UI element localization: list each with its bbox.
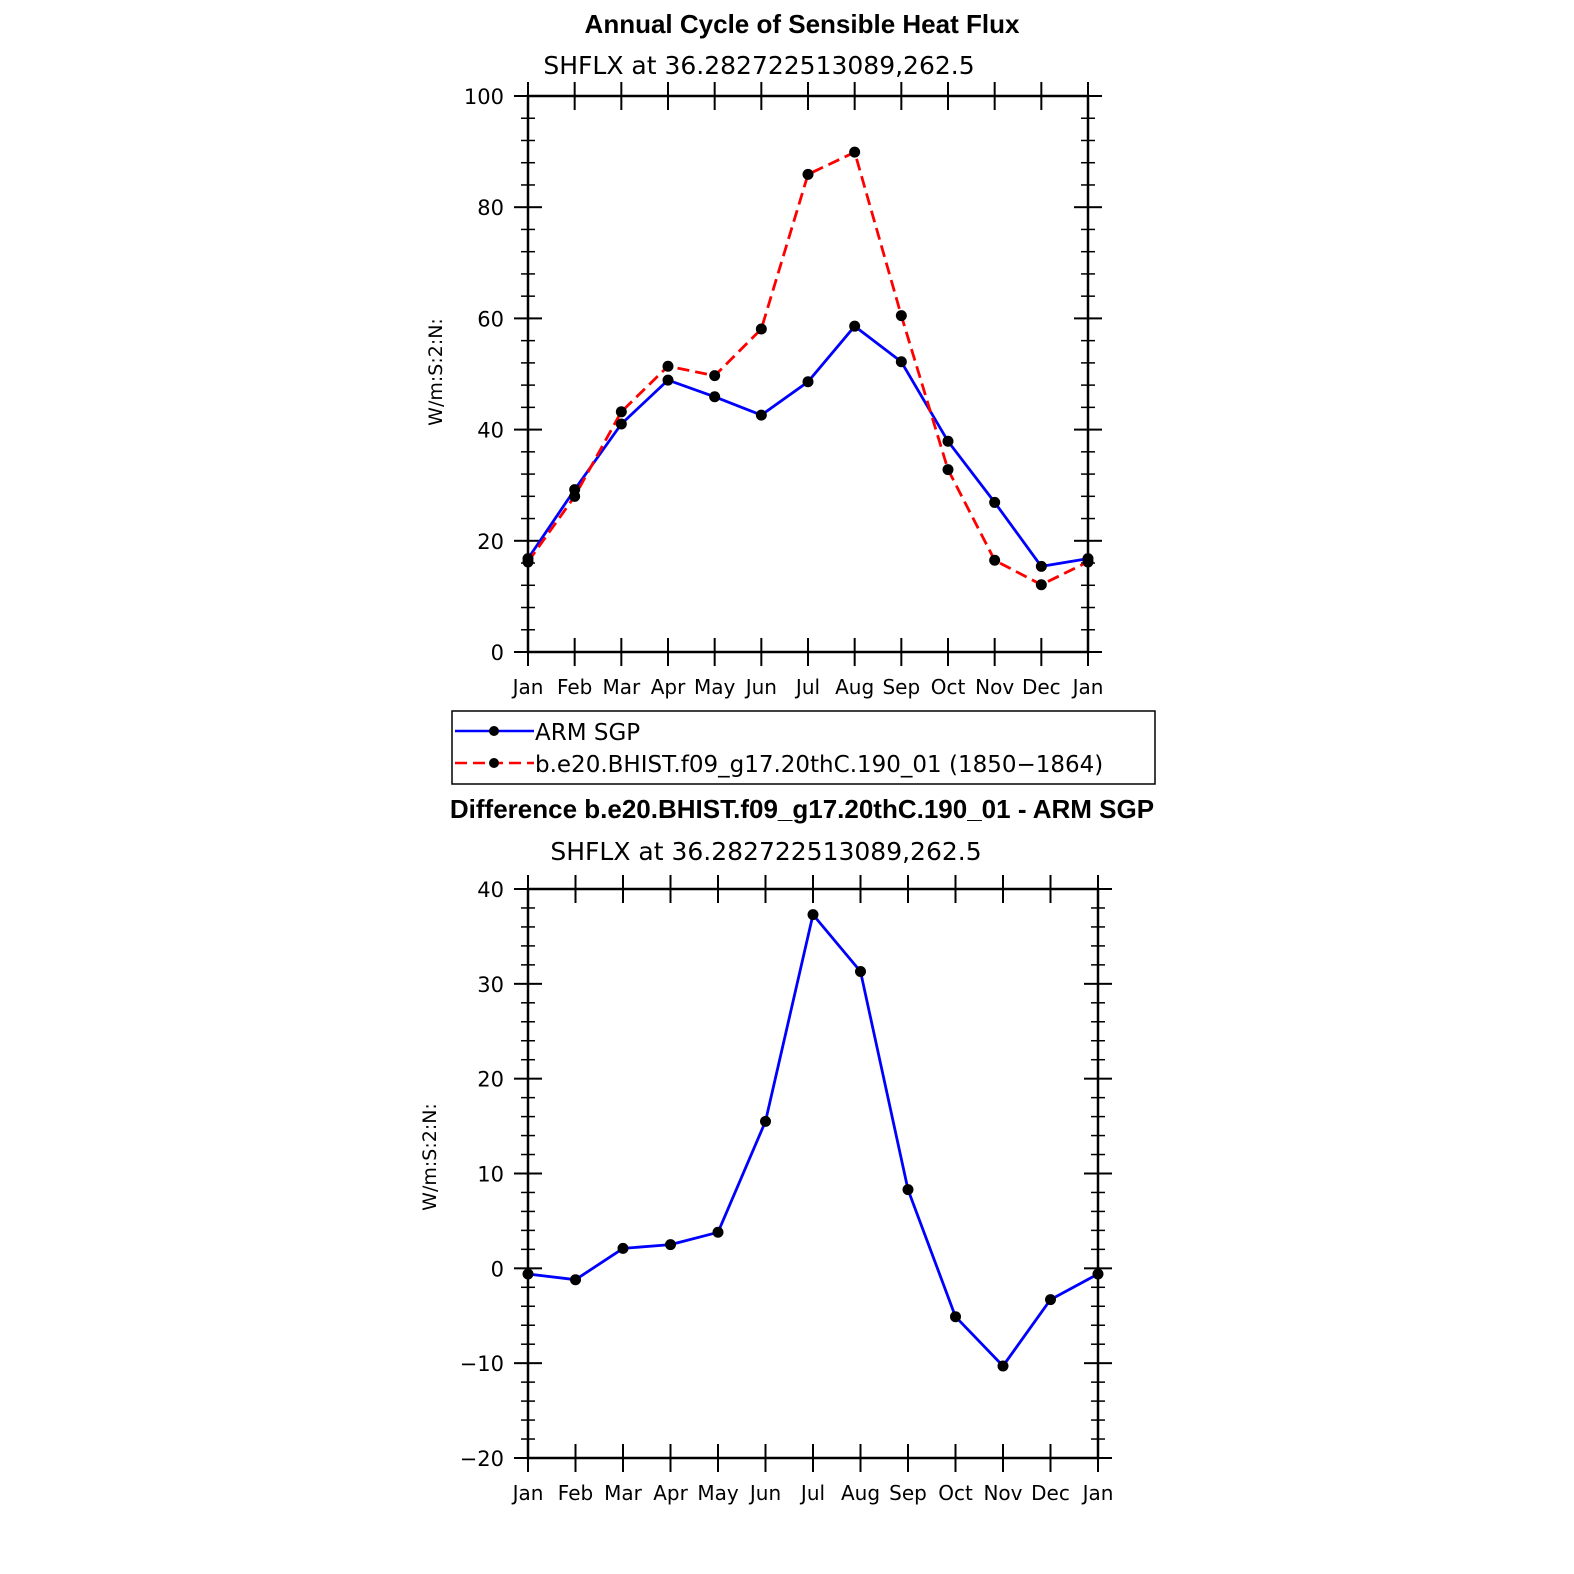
y-tick-label: 20 xyxy=(477,1068,504,1092)
data-point-0 xyxy=(989,496,1001,508)
y-tick-label: 40 xyxy=(477,878,504,902)
plot-frame xyxy=(526,887,1100,1460)
data-point-1 xyxy=(569,490,581,502)
x-tick-label: Jul xyxy=(794,675,820,699)
x-tick-label: Dec xyxy=(1022,675,1061,699)
y-tick-label: 100 xyxy=(464,85,504,109)
data-point-1 xyxy=(709,370,721,382)
y-axis-label: W/m:S:2:N: xyxy=(419,1103,441,1211)
x-tick-label: Sep xyxy=(889,1481,927,1505)
chart-subtitle: SHFLX at 36.282722513089,262.5 xyxy=(543,51,974,80)
y-axis-label: W/m:S:2:N: xyxy=(425,318,447,426)
data-point-0 xyxy=(662,374,674,386)
data-point-1 xyxy=(849,146,861,158)
x-tick-label: Jul xyxy=(799,1481,825,1505)
data-point-1 xyxy=(1082,556,1094,568)
x-tick-label: Feb xyxy=(558,1481,593,1505)
x-tick-label: Sep xyxy=(882,675,920,699)
data-point-1 xyxy=(802,168,814,180)
data-point-0 xyxy=(570,1274,581,1286)
x-tick-label: Jun xyxy=(744,675,777,699)
x-tick-label: May xyxy=(694,675,736,699)
data-point-1 xyxy=(989,554,1001,566)
y-tick-label: 30 xyxy=(477,973,504,997)
legend-box xyxy=(451,710,1156,785)
data-point-1 xyxy=(755,323,767,335)
x-tick-label: Aug xyxy=(835,675,874,699)
legend-marker-model xyxy=(489,758,499,768)
data-point-1 xyxy=(522,556,534,568)
data-point-1 xyxy=(615,406,627,418)
data-point-0 xyxy=(709,391,721,403)
data-point-0 xyxy=(1092,1268,1104,1280)
data-point-0 xyxy=(902,1184,914,1196)
data-point-0 xyxy=(997,1360,1009,1372)
y-tick-label: 20 xyxy=(477,530,504,554)
data-point-0 xyxy=(665,1239,676,1251)
x-tick-label: Jan xyxy=(1071,675,1104,699)
x-tick-label: Nov xyxy=(983,1481,1022,1505)
series-line-0 xyxy=(526,324,1089,568)
chart-title: Annual Cycle of Sensible Heat Flux xyxy=(585,9,1020,39)
legend-entry-arm-sgp: ARM SGP xyxy=(455,720,640,746)
chart-subtitle: SHFLX at 36.282722513089,262.5 xyxy=(550,837,981,866)
data-point-0 xyxy=(712,1226,724,1238)
y-tick-label: −10 xyxy=(460,1352,504,1376)
x-tick-label: Aug xyxy=(841,1481,880,1505)
y-tick-label: 80 xyxy=(477,196,504,220)
legend-label-arm-sgp: ARM SGP xyxy=(535,720,640,746)
x-tick-label: Oct xyxy=(938,1481,973,1505)
plot-area: 0 20 40 60 80 100 Jan Feb Mar Apr May Jun Jul Aug Sep O… xyxy=(464,82,1104,699)
legend-label-model: b.e20.BHIST.f09_g17.20thC.190_01 (1850−1… xyxy=(535,752,1103,778)
x-tick-label: Mar xyxy=(602,675,641,699)
x-tick-label: Apr xyxy=(651,675,686,699)
legend-entry-model: b.e20.BHIST.f09_g17.20thC.190_01 (1850−1… xyxy=(455,752,1103,778)
series-line-0 xyxy=(527,913,1099,1368)
data-point-1 xyxy=(662,360,674,372)
x-tick-label: May xyxy=(697,1481,739,1505)
data-point-0 xyxy=(1045,1294,1056,1306)
data-point-1 xyxy=(895,310,907,322)
data-point-0 xyxy=(855,966,866,978)
data-point-0 xyxy=(849,320,861,332)
difference-chart: Difference b.e20.BHIST.f09_g17.20thC.190… xyxy=(419,794,1154,1505)
x-tick-label: Oct xyxy=(931,675,966,699)
y-tick-label: −20 xyxy=(460,1447,504,1471)
series-line-1 xyxy=(526,150,1089,587)
data-point-0 xyxy=(807,909,819,921)
y-tick-label: 60 xyxy=(477,307,504,331)
data-point-0 xyxy=(522,1268,534,1280)
y-tick-label: 0 xyxy=(491,1257,504,1281)
x-tick-label: Jan xyxy=(1081,1481,1114,1505)
x-tick-label: Dec xyxy=(1031,1481,1070,1505)
data-point-0 xyxy=(617,1242,629,1254)
y-tick-label: 10 xyxy=(477,1163,504,1187)
x-tick-label: Jun xyxy=(748,1481,781,1505)
x-tick-label: Nov xyxy=(975,675,1014,699)
legend-marker-arm-sgp xyxy=(489,726,499,736)
legend: ARM SGP b.e20.BHIST.f09_g17.20thC.190_01… xyxy=(451,710,1156,785)
annual-cycle-chart: Annual Cycle of Sensible Heat Flux SHFLX… xyxy=(425,9,1156,785)
y-tick-label: 40 xyxy=(477,419,504,443)
x-tick-label: Apr xyxy=(653,1481,688,1505)
data-point-0 xyxy=(1035,560,1047,572)
data-point-1 xyxy=(1035,579,1047,591)
x-tick-label: Mar xyxy=(604,1481,643,1505)
data-point-0 xyxy=(760,1115,771,1127)
y-tick-label: 0 xyxy=(491,641,504,665)
data-point-0 xyxy=(950,1311,961,1323)
chart-title: Difference b.e20.BHIST.f09_g17.20thC.190… xyxy=(450,794,1154,824)
data-point-0 xyxy=(615,418,627,430)
data-point-1 xyxy=(942,464,954,476)
data-point-0 xyxy=(755,409,767,421)
data-point-0 xyxy=(802,376,814,388)
x-tick-label: Feb xyxy=(557,675,592,699)
data-point-0 xyxy=(895,356,907,368)
x-tick-label: Jan xyxy=(511,675,544,699)
plot-area: −20 −10 0 10 20 30 40 Jan Feb Mar Apr May Jun Jul Aug S… xyxy=(460,875,1114,1505)
data-point-0 xyxy=(942,435,954,447)
x-tick-label: Jan xyxy=(511,1481,544,1505)
